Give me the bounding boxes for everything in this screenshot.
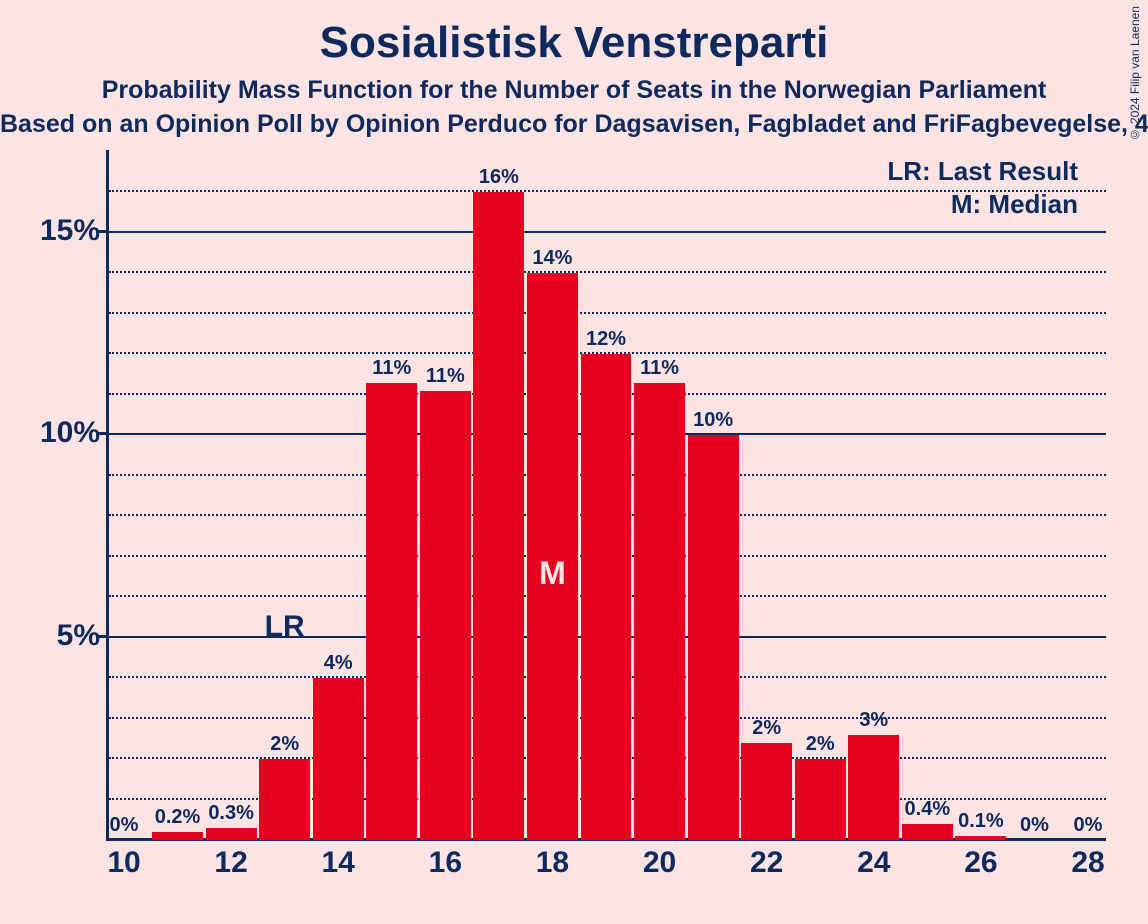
x-tick-label: 20	[643, 846, 676, 880]
bar-label: 11%	[366, 357, 417, 380]
x-tick-label: 14	[322, 846, 355, 880]
median-marker: M	[539, 555, 566, 592]
gridline-minor	[109, 271, 1106, 273]
bar: 0.2%	[152, 832, 203, 840]
bar: 2%	[795, 759, 846, 840]
plot-region: 101214161820222426280%0.2%0.3%2%4%11%11%…	[106, 150, 1106, 840]
x-tick-label: 28	[1071, 846, 1104, 880]
bar-label: 2%	[795, 733, 846, 756]
chart-subtitle-2: Based on an Opinion Poll by Opinion Perd…	[0, 110, 1148, 139]
bar-label: 0%	[1009, 814, 1060, 837]
bar-label: 16%	[473, 166, 524, 189]
bar: 2%	[741, 743, 792, 840]
copyright-label: © 2024 Filip van Laenen	[1128, 6, 1142, 141]
bar: 12%	[581, 354, 632, 840]
y-tick-label: 5%	[57, 619, 100, 653]
bar: 2%	[259, 759, 310, 840]
bar-label: 0.4%	[902, 798, 953, 821]
bar-label: 4%	[313, 652, 364, 675]
chart-main-title: Sosialistisk Venstreparti	[0, 18, 1148, 68]
x-tick-label: 26	[964, 846, 997, 880]
bar-label: 11%	[634, 357, 685, 380]
bar: 4%	[313, 678, 364, 840]
x-tick-label: 16	[429, 846, 462, 880]
chart-subtitle-1: Probability Mass Function for the Number…	[0, 76, 1148, 105]
bar-label: 2%	[259, 733, 310, 756]
bar-label: 0.3%	[206, 802, 257, 825]
y-axis	[106, 150, 109, 840]
x-tick-label: 10	[107, 846, 140, 880]
bar-label: 10%	[688, 409, 739, 432]
x-tick-label: 12	[214, 846, 247, 880]
bar-label: 0%	[1063, 814, 1114, 837]
bar: 0.3%	[206, 828, 257, 840]
bar: 11%	[634, 383, 685, 840]
gridline-minor	[109, 190, 1106, 192]
bar-label: 14%	[527, 247, 578, 270]
x-tick-label: 18	[536, 846, 569, 880]
bar-label: 11%	[420, 365, 471, 388]
bar-label: 0.2%	[152, 806, 203, 829]
lr-marker: LR	[265, 610, 305, 644]
bar: 11%	[420, 391, 471, 840]
y-tick-label: 15%	[40, 214, 100, 248]
bar-label: 3%	[848, 709, 899, 732]
bar-label: 2%	[741, 717, 792, 740]
x-tick-label: 24	[857, 846, 890, 880]
bar: 0.4%	[902, 824, 953, 840]
bar-label: 12%	[581, 328, 632, 351]
bar-label: 0.1%	[955, 810, 1006, 833]
x-tick-label: 22	[750, 846, 783, 880]
bar: 3%	[848, 735, 899, 840]
bar: 0.1%	[955, 836, 1006, 840]
gridline-major	[109, 231, 1106, 233]
y-tick-label: 10%	[40, 416, 100, 450]
chart-area: LR: Last Result M: Median 10121416182022…	[106, 150, 1106, 840]
bar-label: 0%	[99, 814, 150, 837]
gridline-minor	[109, 312, 1106, 314]
bar: 16%	[473, 192, 524, 840]
bar: 10%	[688, 435, 739, 840]
bar: 11%	[366, 383, 417, 840]
